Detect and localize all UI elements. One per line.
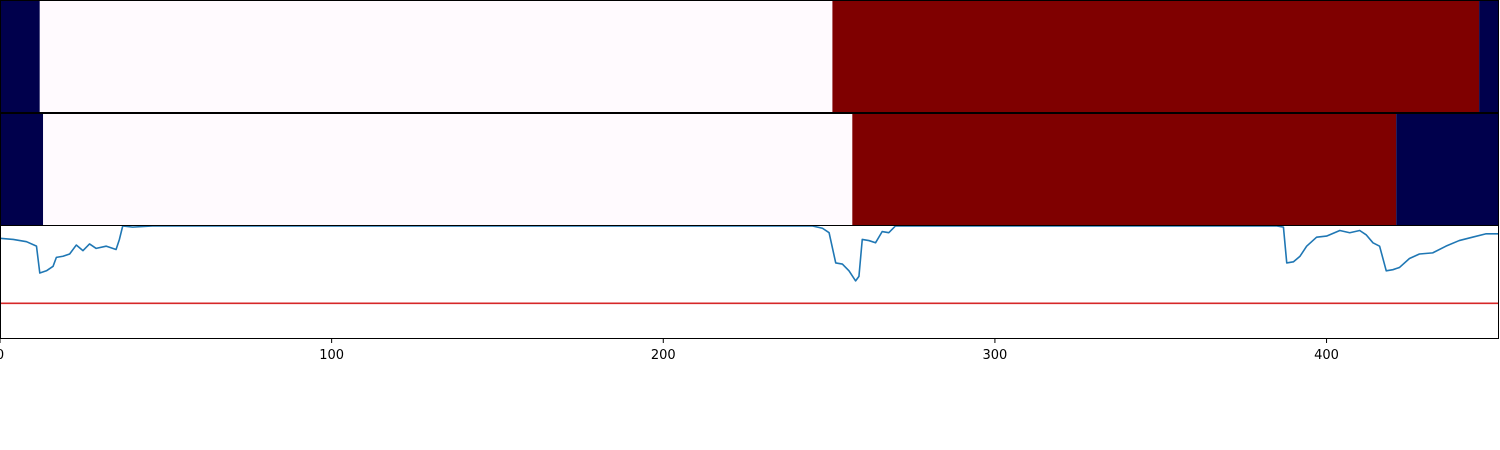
chart-panels: 0 100 200 300 400 [0,0,1499,363]
heatmap-segment-2-3 [852,113,1397,226]
heatmap-segment-1-4 [1479,0,1499,113]
line-series-1 [0,226,1499,282]
heatmap-segment-2-1 [0,113,44,226]
x-tick-label-2: 100 [319,348,344,363]
heatmap-strip-2 [0,113,1499,226]
x-tick-label-3: 200 [651,348,676,363]
heatmap-strip-1 [0,0,1499,113]
line-series-group [0,226,1499,305]
heatmap-segment-1-3 [832,0,1480,113]
heatmap-frame-2 [0,113,1499,226]
x-tick-label-1: 0 [0,348,4,363]
heatmap-segment-1-1 [0,0,40,113]
x-tick-label-4: 300 [982,348,1007,363]
heatmap-segment-2-2 [43,113,853,226]
heatmap-frame-1 [0,0,1499,113]
heatmap-segment-1-2 [39,0,833,113]
x-tick-label-5: 400 [1314,348,1339,363]
line-plot-panel: 0 100 200 300 400 [0,226,1499,363]
heatmap-segment-2-4 [1396,113,1499,226]
